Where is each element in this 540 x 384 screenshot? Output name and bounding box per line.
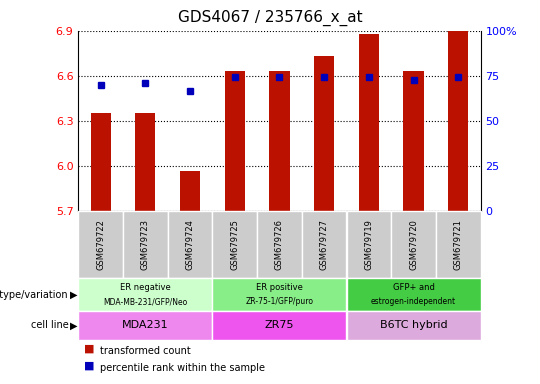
Text: B6TC hybrid: B6TC hybrid xyxy=(380,320,447,331)
Text: ■: ■ xyxy=(84,344,94,354)
Text: GSM679720: GSM679720 xyxy=(409,219,418,270)
Text: cell line: cell line xyxy=(31,320,69,331)
Text: GSM679727: GSM679727 xyxy=(320,219,329,270)
Text: GSM679719: GSM679719 xyxy=(364,219,373,270)
Text: ER negative: ER negative xyxy=(120,283,171,292)
Text: GSM679721: GSM679721 xyxy=(454,219,463,270)
Text: genotype/variation: genotype/variation xyxy=(0,290,69,300)
Bar xyxy=(448,31,468,211)
Bar xyxy=(403,71,423,211)
Text: ▶: ▶ xyxy=(70,290,78,300)
Bar xyxy=(314,56,334,211)
Text: ZR-75-1/GFP/puro: ZR-75-1/GFP/puro xyxy=(246,297,313,306)
Text: GSM679725: GSM679725 xyxy=(230,219,239,270)
Bar xyxy=(136,113,156,211)
Text: GSM679726: GSM679726 xyxy=(275,219,284,270)
Text: ZR75: ZR75 xyxy=(265,320,294,331)
Text: MDA231: MDA231 xyxy=(122,320,168,331)
Text: transformed count: transformed count xyxy=(100,346,191,356)
Text: percentile rank within the sample: percentile rank within the sample xyxy=(100,363,265,373)
Text: MDA-MB-231/GFP/Neo: MDA-MB-231/GFP/Neo xyxy=(103,297,187,306)
Text: ER positive: ER positive xyxy=(256,283,303,292)
Bar xyxy=(225,71,245,211)
Bar xyxy=(91,113,111,211)
Text: GDS4067 / 235766_x_at: GDS4067 / 235766_x_at xyxy=(178,10,362,26)
Text: GSM679722: GSM679722 xyxy=(96,219,105,270)
Text: estrogen-independent: estrogen-independent xyxy=(371,297,456,306)
Text: ▶: ▶ xyxy=(70,320,78,331)
Text: GFP+ and: GFP+ and xyxy=(393,283,435,292)
Text: GSM679723: GSM679723 xyxy=(141,219,150,270)
Text: GSM679724: GSM679724 xyxy=(186,219,194,270)
Text: ■: ■ xyxy=(84,361,94,371)
Bar xyxy=(180,170,200,211)
Bar xyxy=(359,34,379,211)
Bar xyxy=(269,71,289,211)
